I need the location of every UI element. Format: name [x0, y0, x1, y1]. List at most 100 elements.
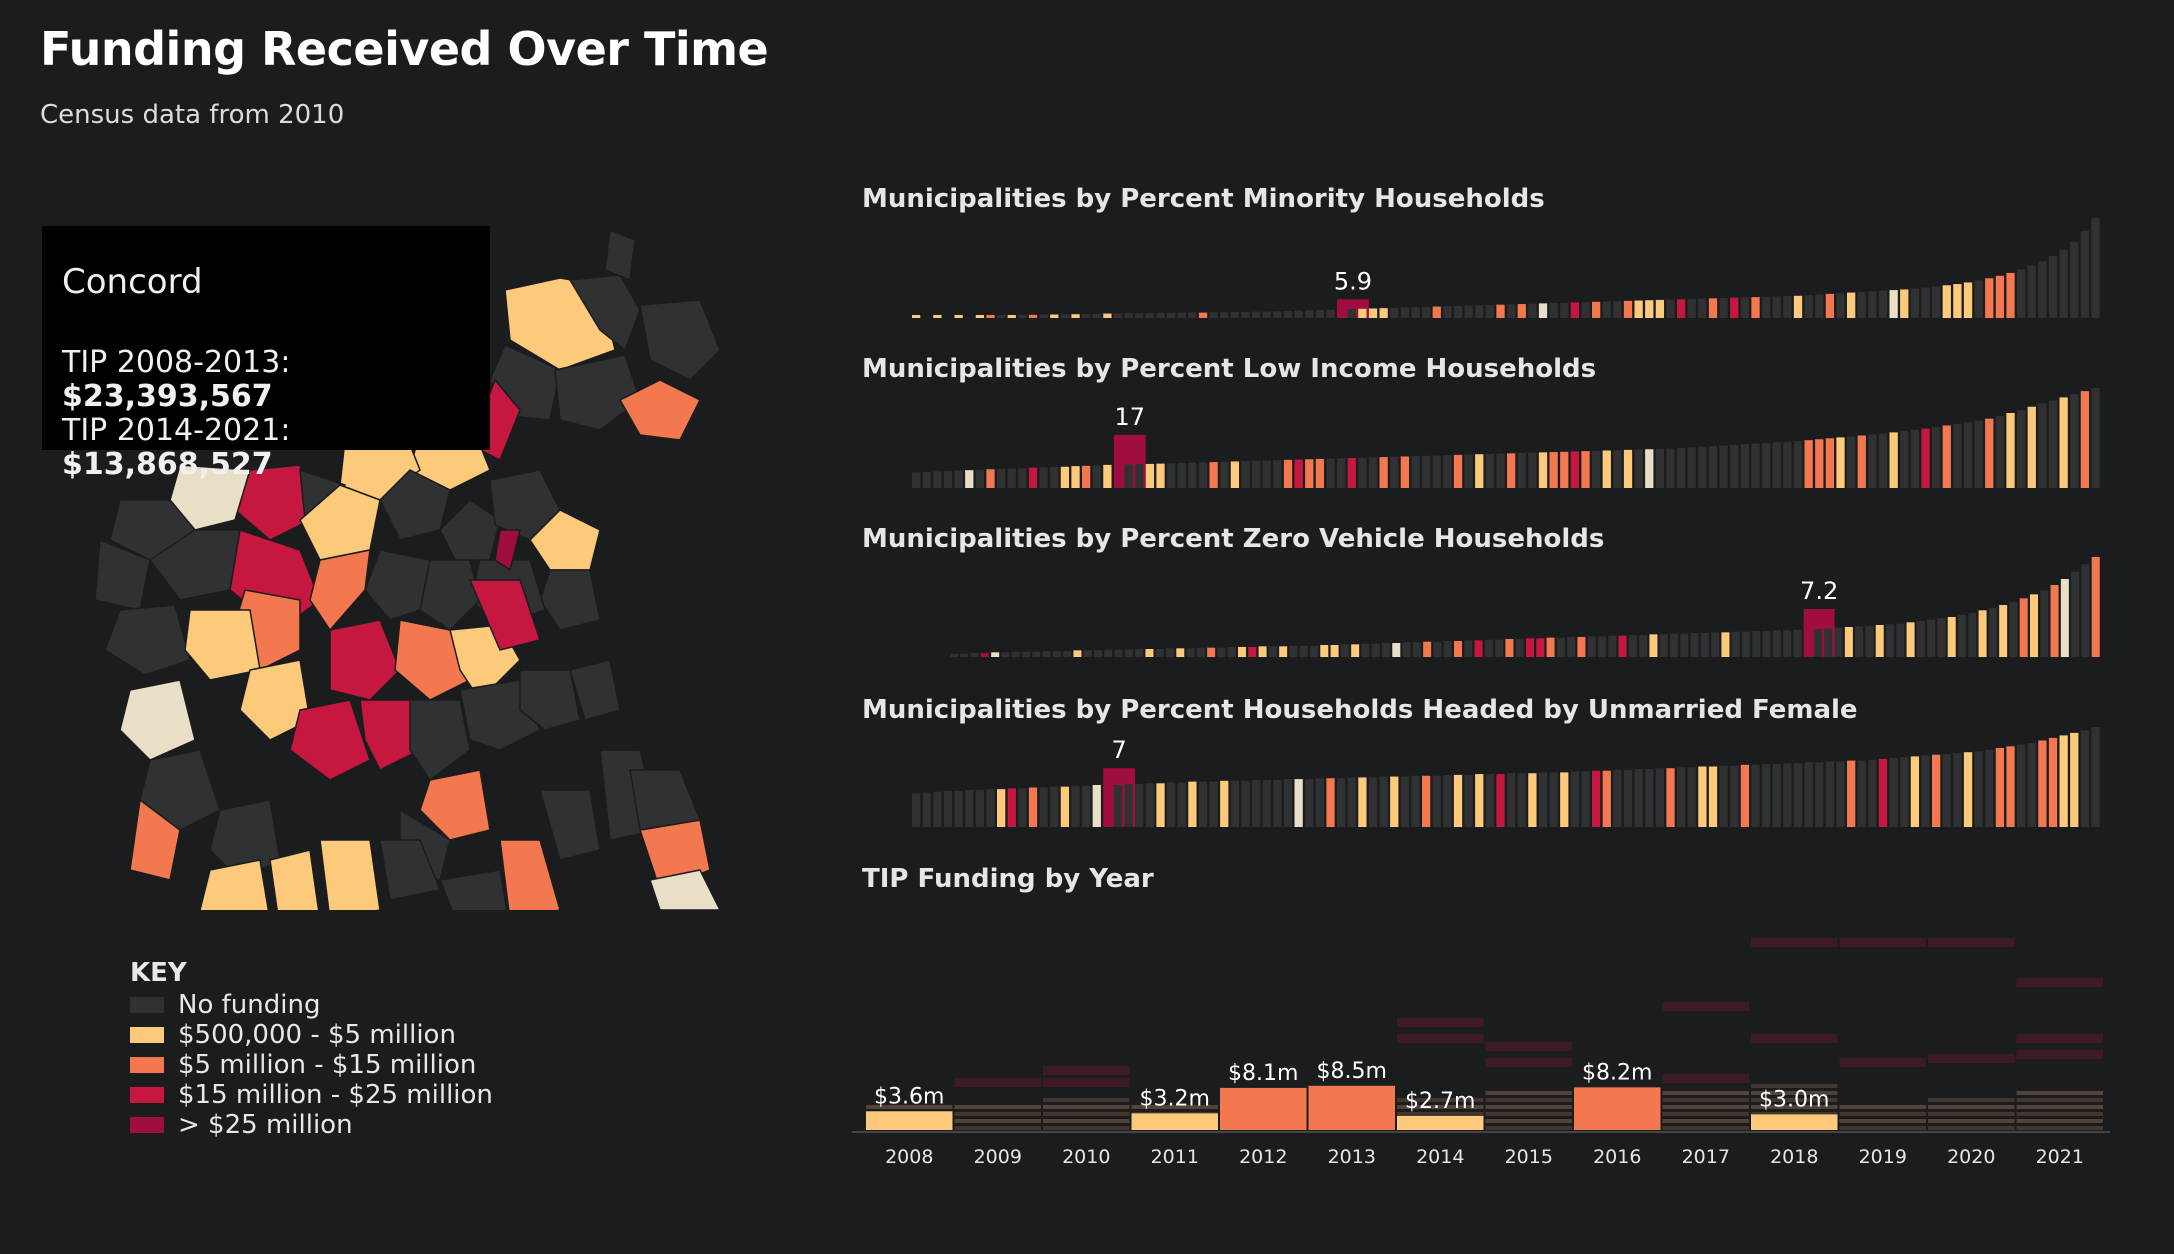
bar[interactable]	[1411, 775, 1420, 827]
bar[interactable]	[2059, 735, 2068, 827]
funding-slice[interactable]	[1397, 1098, 1484, 1102]
bar[interactable]	[1104, 649, 1113, 657]
bar[interactable]	[1411, 456, 1420, 488]
bar[interactable]	[1326, 458, 1335, 488]
bar[interactable]	[1528, 452, 1537, 488]
bar[interactable]	[960, 653, 969, 657]
bar[interactable]	[1039, 787, 1048, 827]
bar[interactable]	[1549, 452, 1558, 488]
funding-slice[interactable]	[1131, 1105, 1219, 1109]
bar[interactable]	[1082, 313, 1091, 318]
bar[interactable]	[1916, 621, 1925, 657]
bar[interactable]	[1698, 298, 1707, 318]
bar[interactable]	[986, 315, 995, 318]
bar[interactable]	[1071, 466, 1080, 488]
funding-slice[interactable]	[1662, 1074, 1750, 1083]
bar[interactable]	[1453, 305, 1463, 318]
bar[interactable]	[1167, 782, 1176, 827]
bar[interactable]	[1868, 434, 1877, 488]
bar[interactable]	[1687, 767, 1696, 827]
bar[interactable]	[1886, 624, 1895, 657]
bar[interactable]	[1666, 448, 1675, 488]
bar[interactable]	[1073, 650, 1082, 657]
bar[interactable]	[1315, 778, 1325, 827]
bar[interactable]	[1358, 457, 1367, 488]
bar[interactable]	[1804, 440, 1813, 488]
bar[interactable]	[2059, 397, 2068, 488]
bar[interactable]	[1337, 458, 1346, 488]
funding-slice[interactable]	[1928, 1119, 2015, 1123]
bar[interactable]	[1937, 618, 1946, 657]
funding-slice[interactable]	[1662, 1091, 1750, 1095]
municipality-shape[interactable]	[539, 789, 601, 861]
bar[interactable]	[1613, 769, 1622, 827]
bar[interactable]	[1687, 447, 1696, 488]
bar[interactable]	[1730, 297, 1739, 318]
bar[interactable]	[1677, 448, 1686, 488]
bar[interactable]	[1995, 416, 2005, 488]
bar[interactable]	[1305, 459, 1314, 488]
bar[interactable]	[1515, 639, 1524, 657]
municipality-shape[interactable]	[379, 839, 442, 901]
bar[interactable]	[1731, 631, 1740, 657]
bar[interactable]	[1567, 637, 1576, 657]
bar[interactable]	[1602, 301, 1611, 318]
bar[interactable]	[1443, 641, 1452, 657]
bar[interactable]	[1762, 763, 1771, 827]
bar[interactable]	[1299, 645, 1308, 657]
bar[interactable]	[1645, 300, 1654, 318]
bar[interactable]	[1847, 436, 1856, 488]
municipality-shape[interactable]	[519, 669, 581, 731]
funding-slice[interactable]	[954, 1105, 1042, 1109]
bar[interactable]	[1262, 460, 1271, 489]
bar[interactable]	[1560, 451, 1569, 488]
bar[interactable]	[1932, 286, 1941, 318]
bar[interactable]	[1166, 648, 1175, 657]
bar[interactable]	[1156, 463, 1165, 488]
bar[interactable]	[1474, 640, 1483, 657]
bar[interactable]	[1711, 632, 1720, 657]
bar[interactable]	[1740, 764, 1750, 827]
bar[interactable]	[1577, 637, 1586, 657]
bar[interactable]	[2006, 746, 2015, 827]
bar[interactable]	[1708, 766, 1718, 827]
bar[interactable]	[1708, 298, 1718, 318]
bar[interactable]	[933, 791, 942, 827]
bar[interactable]	[1878, 758, 1888, 827]
bar[interactable]	[2038, 261, 2047, 318]
bar[interactable]	[1690, 633, 1699, 657]
bar[interactable]	[1517, 453, 1526, 488]
bar[interactable]	[1793, 441, 1803, 488]
bar[interactable]	[1963, 752, 1973, 827]
bar[interactable]	[1680, 633, 1689, 657]
bar[interactable]	[1230, 311, 1240, 318]
bar[interactable]	[1022, 651, 1031, 657]
bar[interactable]	[2027, 265, 2036, 318]
municipality-shape[interactable]	[568, 274, 641, 352]
bar[interactable]	[1145, 313, 1155, 318]
bar[interactable]	[1050, 786, 1059, 827]
bar[interactable]	[1279, 646, 1288, 657]
bar[interactable]	[1592, 450, 1601, 488]
bar[interactable]	[1507, 773, 1516, 827]
bar[interactable]	[1649, 634, 1658, 657]
bar[interactable]	[997, 315, 1006, 318]
bar[interactable]	[1177, 782, 1186, 827]
bar[interactable]	[1783, 441, 1792, 488]
bar[interactable]	[1092, 465, 1101, 489]
bar[interactable]	[1258, 646, 1267, 657]
bar[interactable]	[1294, 459, 1303, 488]
bar[interactable]	[1528, 303, 1537, 318]
bar[interactable]	[1188, 312, 1197, 318]
bar[interactable]	[1156, 312, 1165, 318]
bar[interactable]	[1167, 463, 1176, 488]
municipality-shape[interactable]	[184, 609, 261, 681]
municipality-shape[interactable]	[239, 659, 311, 741]
bar[interactable]	[1248, 647, 1257, 657]
municipality-shape[interactable]	[554, 354, 641, 431]
municipality-shape[interactable]	[169, 464, 251, 531]
bar[interactable]	[2027, 742, 2036, 827]
bar[interactable]	[1865, 625, 1874, 657]
bar[interactable]	[1209, 781, 1218, 827]
bar[interactable]	[1198, 312, 1208, 318]
